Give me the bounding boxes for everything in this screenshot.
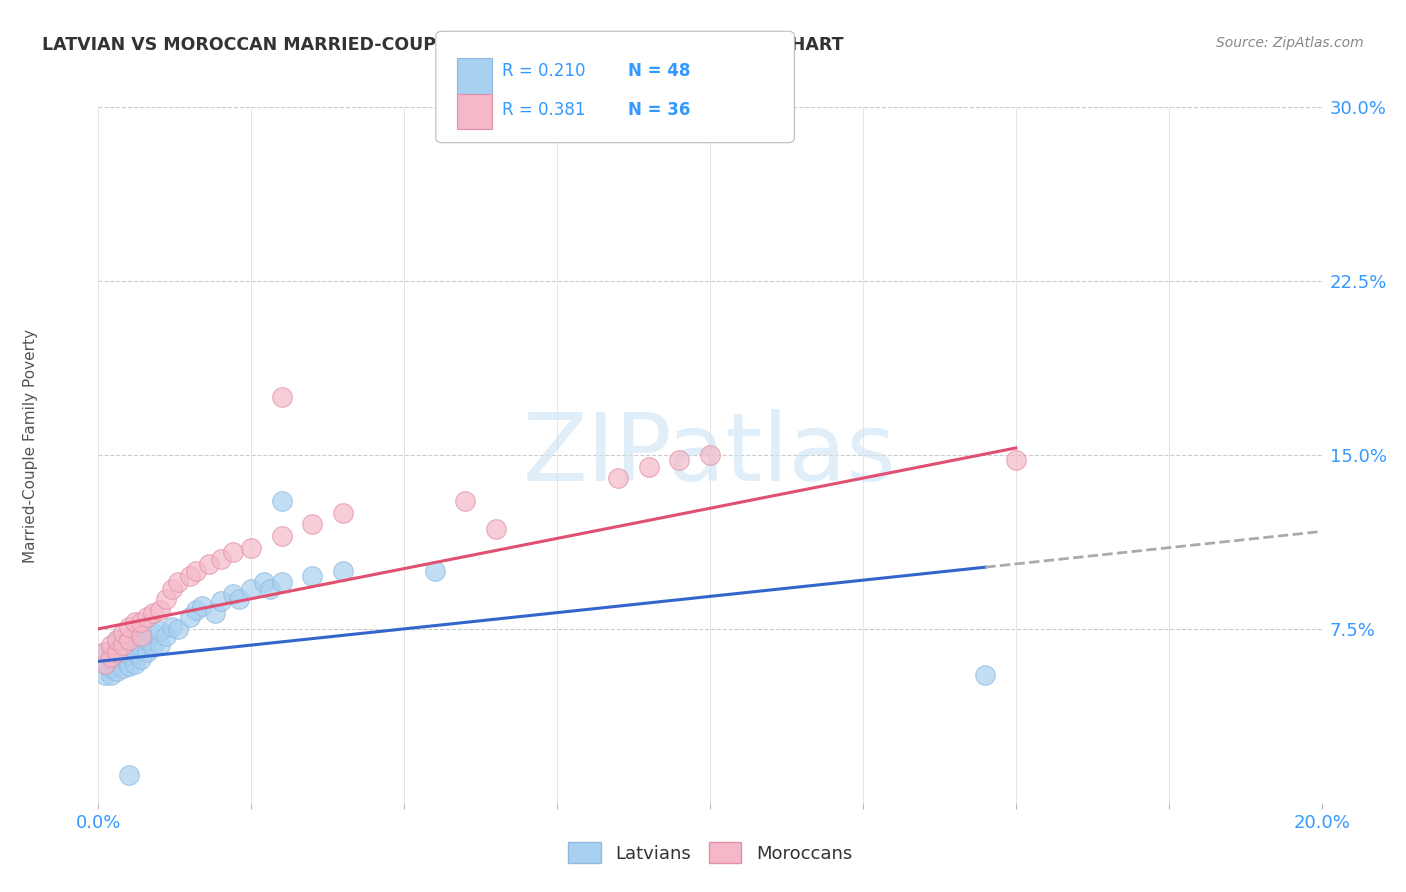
Point [1004,452,1026,467]
Point [100,638,122,652]
Text: ZIPatlas: ZIPatlas [523,409,897,501]
Point [423,564,446,578]
Point [259,582,281,597]
Point [136,610,159,624]
Text: Married-Couple Family Poverty: Married-Couple Family Poverty [24,329,38,563]
Point [301,517,323,532]
Point [93,657,115,671]
Point [668,452,690,467]
Point [191,599,214,613]
Text: Source: ZipAtlas.com: Source: ZipAtlas.com [1216,36,1364,50]
Point [454,494,477,508]
Point [105,642,128,657]
Point [149,624,172,639]
Point [155,591,177,606]
Point [222,587,245,601]
Point [105,664,128,678]
Point [111,649,134,664]
Point [974,668,997,682]
Point [124,615,146,629]
Text: N = 36: N = 36 [628,101,690,119]
Point [100,649,122,664]
Point [105,633,128,648]
Point [160,619,183,633]
Point [129,640,152,655]
Point [93,645,115,659]
Point [105,645,128,659]
Text: R = 0.210: R = 0.210 [502,62,585,80]
Point [124,633,146,648]
Point [222,545,245,559]
Point [699,448,721,462]
Point [129,615,152,629]
Point [149,638,172,652]
Point [160,582,183,597]
Point [179,610,201,624]
Point [301,568,323,582]
Point [118,648,141,662]
Point [186,603,208,617]
Point [93,668,115,682]
Point [637,459,661,474]
Point [142,640,165,655]
Point [129,629,152,643]
Point [129,629,152,643]
Point [111,661,134,675]
Point [209,552,232,566]
Point [118,768,141,782]
Point [105,633,128,648]
Point [118,659,141,673]
Point [252,575,274,590]
Point [136,645,159,659]
Point [118,619,141,633]
Point [270,494,292,508]
Point [204,606,226,620]
Point [124,657,146,671]
Point [167,622,190,636]
Point [118,633,141,648]
Text: N = 48: N = 48 [628,62,690,80]
Point [332,564,354,578]
Point [111,638,134,652]
Point [485,522,508,536]
Point [136,633,159,648]
Point [179,568,201,582]
Text: LATVIAN VS MOROCCAN MARRIED-COUPLE FAMILY POVERTY CORRELATION CHART: LATVIAN VS MOROCCAN MARRIED-COUPLE FAMIL… [42,36,844,54]
Point [111,638,134,652]
Point [100,661,122,675]
Point [167,575,190,590]
Point [129,652,152,666]
Point [240,541,263,555]
Point [240,582,263,597]
Point [142,606,165,620]
Point [228,591,250,606]
Point [270,575,292,590]
Point [607,471,630,485]
Point [100,649,122,664]
Point [142,626,165,640]
Point [332,506,354,520]
Point [155,629,177,643]
Point [270,529,292,543]
Point [118,638,141,652]
Point [186,564,208,578]
Point [111,626,134,640]
Point [124,645,146,659]
Point [100,668,122,682]
Point [149,603,172,617]
Text: R = 0.381: R = 0.381 [502,101,585,119]
Point [93,657,115,671]
Legend: Latvians, Moroccans: Latvians, Moroccans [561,835,859,871]
Point [197,557,219,571]
Point [105,652,128,666]
Point [93,645,115,659]
Point [270,390,292,404]
Point [209,594,232,608]
